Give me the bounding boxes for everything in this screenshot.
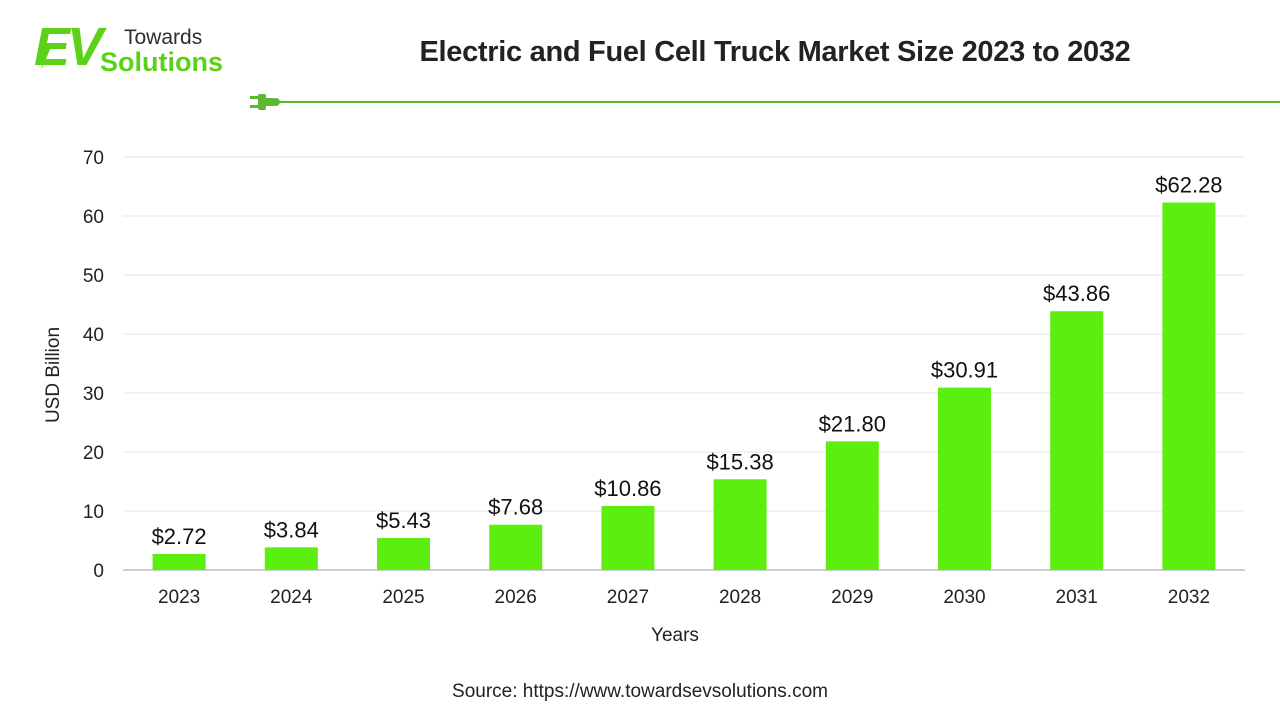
- x-tick-label: 2023: [158, 587, 200, 608]
- bar: [825, 441, 879, 570]
- x-tick-label: 2025: [382, 587, 424, 608]
- bar: [601, 505, 655, 570]
- x-tick-label: 2029: [831, 587, 873, 608]
- y-tick-label: 60: [83, 207, 104, 228]
- y-tick-label: 20: [83, 443, 104, 464]
- x-tick-label: 2028: [719, 587, 761, 608]
- x-tick-label: 2032: [1168, 587, 1210, 608]
- data-label: $7.68: [488, 495, 543, 520]
- y-tick-label: 50: [83, 266, 104, 287]
- data-label: $3.84: [264, 517, 319, 542]
- data-label: $21.80: [819, 411, 886, 436]
- bar: [489, 524, 543, 570]
- bar: [938, 387, 991, 570]
- logo-text-towards: Towards: [124, 26, 203, 49]
- x-tick-label: 2027: [607, 587, 649, 608]
- y-tick-label: 30: [83, 384, 104, 405]
- bar: [152, 553, 206, 570]
- data-label: $30.91: [931, 358, 998, 383]
- lightning-bolt-icon: [38, 30, 52, 70]
- bar: [377, 537, 430, 570]
- y-tick-label: 70: [83, 148, 104, 169]
- data-label: $5.43: [376, 508, 431, 533]
- y-tick-label: 10: [83, 502, 104, 523]
- y-tick-label: 0: [93, 561, 104, 582]
- plug-icon: [250, 94, 280, 110]
- bar: [1162, 202, 1216, 570]
- logo-text-solutions: Solutions: [100, 47, 223, 77]
- data-label: $62.28: [1155, 173, 1222, 198]
- x-tick-label: 2026: [495, 587, 537, 608]
- brand-logo: EV Towards Solutions: [34, 18, 234, 78]
- x-tick-label: 2030: [943, 587, 985, 608]
- bar: [713, 479, 767, 570]
- x-tick-label: 2031: [1056, 587, 1098, 608]
- data-label: $15.38: [706, 449, 773, 474]
- bar: [1050, 311, 1104, 570]
- source-note: Source: https://www.towardsevsolutions.c…: [452, 681, 828, 702]
- header-divider: [250, 94, 1280, 110]
- x-axis-title: Years: [651, 625, 699, 646]
- bar: [264, 547, 318, 570]
- y-axis-title: USD Billion: [43, 327, 64, 423]
- logo-mark: EV: [34, 17, 103, 77]
- data-label: $10.86: [594, 476, 661, 501]
- chart-title: Electric and Fuel Cell Truck Market Size…: [419, 36, 1131, 68]
- y-tick-label: 40: [83, 325, 104, 346]
- data-label: $43.86: [1043, 281, 1110, 306]
- data-label: $2.72: [152, 524, 207, 549]
- x-tick-label: 2024: [270, 587, 313, 608]
